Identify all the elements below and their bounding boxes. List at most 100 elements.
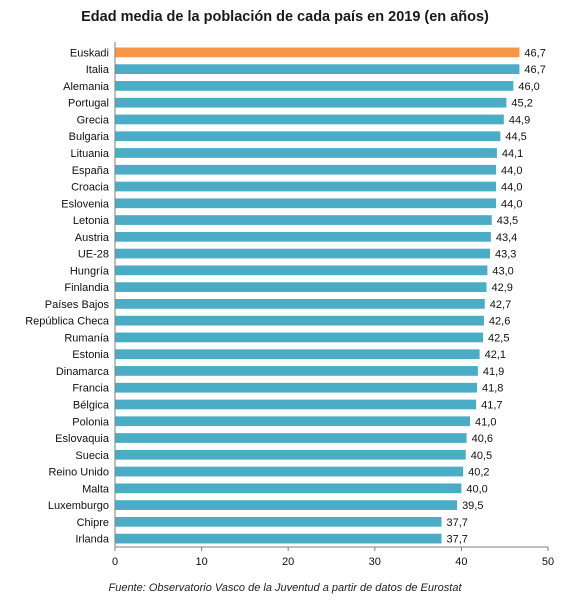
category-label: Bélgica	[73, 399, 110, 411]
value-label: 40,6	[472, 433, 493, 445]
category-label: UE-28	[78, 249, 109, 261]
category-label: Luxemburgo	[48, 500, 109, 512]
bar-croacia	[115, 181, 497, 192]
value-label: 40,2	[468, 467, 489, 479]
bar-dinamarca	[115, 366, 478, 376]
value-label: 43,3	[495, 249, 516, 261]
chart-source: Fuente: Observatorio Vasco de la Juventu…	[108, 582, 462, 594]
value-label: 44,1	[502, 148, 523, 160]
category-label: Estonia	[72, 349, 110, 361]
value-label: 39,5	[462, 500, 483, 512]
value-label: 37,7	[446, 517, 467, 529]
value-label: 41,7	[481, 399, 502, 411]
category-label: Portugal	[68, 98, 109, 110]
x-tick-label: 10	[195, 556, 207, 568]
value-label: 42,6	[489, 316, 510, 328]
category-label: Lituania	[70, 148, 109, 160]
value-label: 42,9	[492, 282, 513, 294]
value-label: 42,1	[485, 349, 506, 361]
category-label: Finlandia	[64, 282, 110, 294]
bar-italia	[115, 64, 520, 75]
bar-suecia	[115, 449, 466, 460]
category-label: República Checa	[25, 316, 110, 328]
category-label: Grecia	[77, 114, 110, 126]
category-label: Irlanda	[75, 534, 110, 546]
bar-reino-unido	[115, 466, 464, 477]
value-label: 40,0	[466, 483, 487, 495]
category-label: Rumanía	[64, 332, 110, 344]
x-tick-label: 50	[542, 556, 554, 568]
value-label: 46,0	[518, 81, 539, 93]
bar-polonia	[115, 416, 471, 427]
bar-estonia	[115, 349, 480, 360]
bar-francia	[115, 382, 477, 393]
value-label: 41,9	[483, 366, 504, 378]
category-label: Polonia	[72, 416, 110, 428]
value-label: 46,7	[524, 47, 545, 59]
category-label: Francia	[72, 383, 110, 395]
value-label: 37,7	[446, 534, 467, 546]
category-label: Alemania	[63, 81, 110, 93]
x-tick-label: 30	[369, 556, 381, 568]
value-label: 43,4	[496, 232, 517, 244]
value-label: 43,0	[492, 265, 513, 277]
bar-letonia	[115, 215, 492, 225]
category-label: Reino Unido	[48, 467, 109, 479]
category-label: España	[72, 165, 110, 177]
category-label: Países Bajos	[45, 299, 110, 311]
value-label: 42,5	[488, 332, 509, 344]
bar-finlandia	[115, 282, 487, 292]
bar-eslovaquia	[115, 433, 467, 443]
category-label: Hungría	[70, 265, 110, 277]
value-labels: 46,7 46,7 46,0 45,2 44,9 44,5 44,1 44,0 44,0 44,0…	[446, 47, 545, 545]
category-label: Suecia	[75, 450, 110, 462]
x-tick-label: 0	[112, 556, 118, 568]
category-label: Euskadi	[70, 47, 109, 59]
value-label: 40,5	[471, 450, 492, 462]
bar-irlanda	[115, 533, 442, 544]
bars-group	[115, 47, 520, 544]
value-label: 41,0	[475, 416, 496, 428]
bar-espa-a	[115, 164, 497, 175]
category-label: Eslovenia	[61, 198, 110, 210]
bar-b-lgica	[115, 399, 477, 410]
axes-group: 0 10 20 30 40 50	[112, 42, 554, 568]
value-label: 46,7	[524, 64, 545, 76]
value-label: 44,0	[501, 182, 522, 194]
bar-rep-blica-checa	[115, 315, 484, 326]
category-label: Austria	[75, 232, 110, 244]
bar-ruman-a	[115, 332, 484, 343]
category-label: Dinamarca	[56, 366, 110, 378]
value-label: 45,2	[511, 98, 532, 110]
bar-austria	[115, 231, 491, 242]
bar-chipre	[115, 516, 442, 527]
value-label: 44,0	[501, 165, 522, 177]
value-label: 42,7	[490, 299, 511, 311]
category-label: Croacia	[71, 182, 110, 194]
category-label: Malta	[82, 483, 110, 495]
bar-hungr-a	[115, 265, 488, 276]
bar-malta	[115, 483, 462, 494]
value-label: 44,9	[509, 114, 530, 126]
value-label: 41,8	[482, 383, 503, 395]
category-label: Eslovaquia	[55, 433, 110, 445]
category-label: Chipre	[77, 517, 109, 529]
x-tick-label: 20	[282, 556, 294, 568]
value-label: 44,5	[505, 131, 526, 143]
category-label: Italia	[86, 64, 110, 76]
bar-luxemburgo	[115, 500, 458, 510]
bar-pa-ses-bajos	[115, 299, 485, 309]
bar-ue-28	[115, 248, 490, 259]
bar-grecia	[115, 114, 504, 125]
bar-portugal	[115, 97, 507, 108]
category-label: Bulgaria	[69, 131, 110, 143]
category-labels: Euskadi Italia Alemania Portugal Grecia Bulga…	[25, 47, 110, 545]
value-label: 43,5	[497, 215, 518, 227]
bar-lituania	[115, 148, 497, 158]
category-label: Letonia	[73, 215, 110, 227]
bar-alemania	[115, 81, 514, 91]
x-tick-label: 40	[455, 556, 467, 568]
bar-euskadi	[115, 47, 520, 58]
value-label: 44,0	[501, 198, 522, 210]
